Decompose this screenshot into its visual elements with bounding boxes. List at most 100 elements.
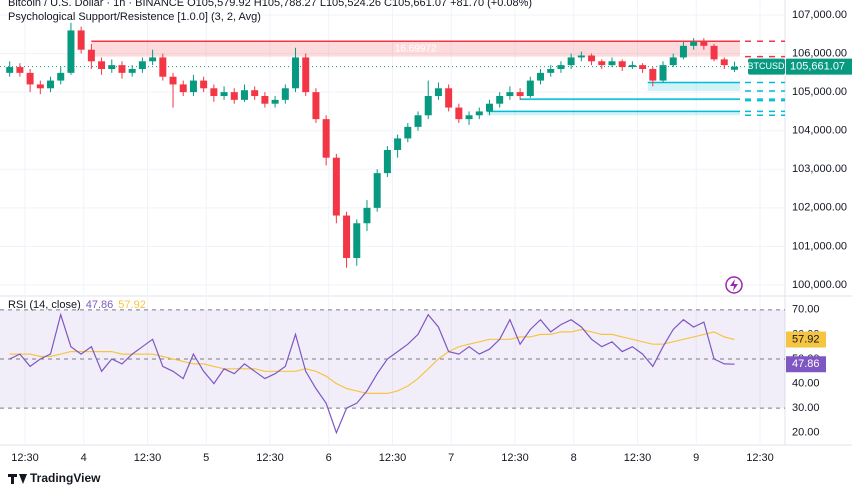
candle-body	[77, 30, 85, 50]
header: Bitcoin / U.S. Dollar · 1h · BINANCE O10…	[8, 0, 532, 9]
alert-icon-bolt	[730, 279, 738, 291]
rsi-legend-title: RSI (14, close)	[8, 299, 81, 311]
candle-body	[526, 80, 534, 96]
candle-body	[332, 157, 340, 216]
candle-body	[659, 65, 667, 81]
candle-body	[87, 49, 95, 62]
symbol-badge-text: BTCUSD	[747, 61, 785, 71]
rsi-tick-label: 40.00	[792, 377, 820, 389]
candle-body	[302, 57, 310, 93]
x-tick-label: 5	[203, 452, 209, 464]
y-tick-label: 100,000.00	[792, 279, 847, 291]
candle-body	[516, 92, 524, 96]
candle-body	[47, 80, 55, 89]
y-tick-label: 107,000.00	[792, 9, 847, 21]
price-badge-text: 105,661.07	[790, 61, 845, 73]
zone-label: 16.69972	[395, 44, 437, 55]
x-tick-label: 7	[448, 452, 454, 464]
candle-body	[281, 88, 289, 100]
x-tick-label: 12:30	[379, 452, 407, 464]
logo-text: TradingView	[30, 471, 101, 485]
candle-body	[383, 149, 391, 174]
y-tick-label: 106,000.00	[792, 47, 847, 59]
candle-body	[353, 223, 361, 258]
candle-body	[322, 119, 330, 158]
candle-body	[118, 65, 126, 73]
zone	[647, 82, 740, 91]
candle-body	[434, 88, 442, 96]
indicator-title: Psychological Support/Resistence [1.0.0]…	[8, 11, 261, 23]
candle-body	[445, 88, 453, 108]
candle-body	[414, 115, 422, 127]
candle-body	[730, 66, 738, 70]
candle-body	[57, 72, 65, 81]
y-tick-label: 101,000.00	[792, 240, 847, 252]
candle-body	[547, 68, 555, 73]
candle-body	[200, 80, 208, 89]
rsi-ma-line	[9, 328, 735, 394]
x-tick-label: 8	[571, 452, 577, 464]
candle-body	[669, 57, 677, 66]
candle-body	[128, 68, 136, 73]
rsi-tick-label: 20.00	[792, 427, 820, 439]
candle-body	[363, 207, 371, 224]
x-tick-label: 12:30	[624, 452, 652, 464]
candle-body	[179, 84, 187, 93]
candle-body	[149, 57, 157, 62]
price-badge	[786, 58, 852, 75]
candle-body	[159, 57, 167, 77]
candle-body	[557, 65, 565, 69]
y-tick-label: 103,000.00	[792, 163, 847, 175]
logo-mark	[8, 474, 27, 484]
candle-body	[639, 65, 647, 69]
candle-body	[455, 107, 463, 120]
x-tick-label: 12:30	[134, 452, 162, 464]
rsi-legend-ma: 57.92	[118, 299, 146, 311]
candle-body	[424, 95, 432, 116]
candle-body	[465, 115, 473, 120]
candle-body	[690, 41, 698, 46]
candle-body	[67, 30, 75, 73]
candle-body	[700, 41, 708, 46]
rsi-badge-text: 47.86	[792, 358, 820, 370]
candle-body	[138, 61, 146, 69]
candle-body	[598, 61, 606, 66]
candle-body	[292, 57, 300, 89]
rsi-badge	[786, 356, 826, 373]
candle-body	[649, 68, 657, 81]
candle-body	[98, 61, 106, 69]
candle-body	[618, 61, 626, 68]
candle-body	[251, 90, 259, 96]
rsi-line	[9, 312, 735, 435]
x-tick-label: 6	[326, 452, 332, 464]
y-tick-label: 105,000.00	[792, 86, 847, 98]
rsi-legend-value: 47.86	[86, 299, 114, 311]
rsi-ma-badge-text: 57.92	[792, 333, 820, 345]
zone	[520, 99, 740, 101]
symbol-badge	[748, 58, 785, 75]
candle-body	[312, 92, 320, 120]
x-tick-label: 12:30	[746, 452, 774, 464]
candle-body	[710, 45, 718, 60]
x-tick-label: 9	[693, 452, 699, 464]
alert-icon[interactable]	[725, 276, 743, 294]
candle-body	[506, 92, 514, 96]
candle-body	[485, 103, 493, 112]
candle-body	[475, 111, 483, 116]
candle-body	[230, 92, 238, 100]
candle-body	[220, 92, 228, 96]
candle-body	[404, 126, 412, 139]
candle-body	[496, 95, 504, 104]
candle-body	[588, 55, 596, 62]
y-tick-label: 104,000.00	[792, 125, 847, 137]
candle-body	[108, 65, 116, 69]
x-tick-label: 12:30	[11, 452, 39, 464]
rsi-tick-label: 70.00	[792, 304, 820, 316]
rsi-tick-label: 30.00	[792, 402, 820, 414]
candle-body	[261, 95, 269, 104]
candle-body	[26, 72, 34, 85]
candle-body	[271, 99, 279, 104]
candle-body	[6, 67, 14, 73]
